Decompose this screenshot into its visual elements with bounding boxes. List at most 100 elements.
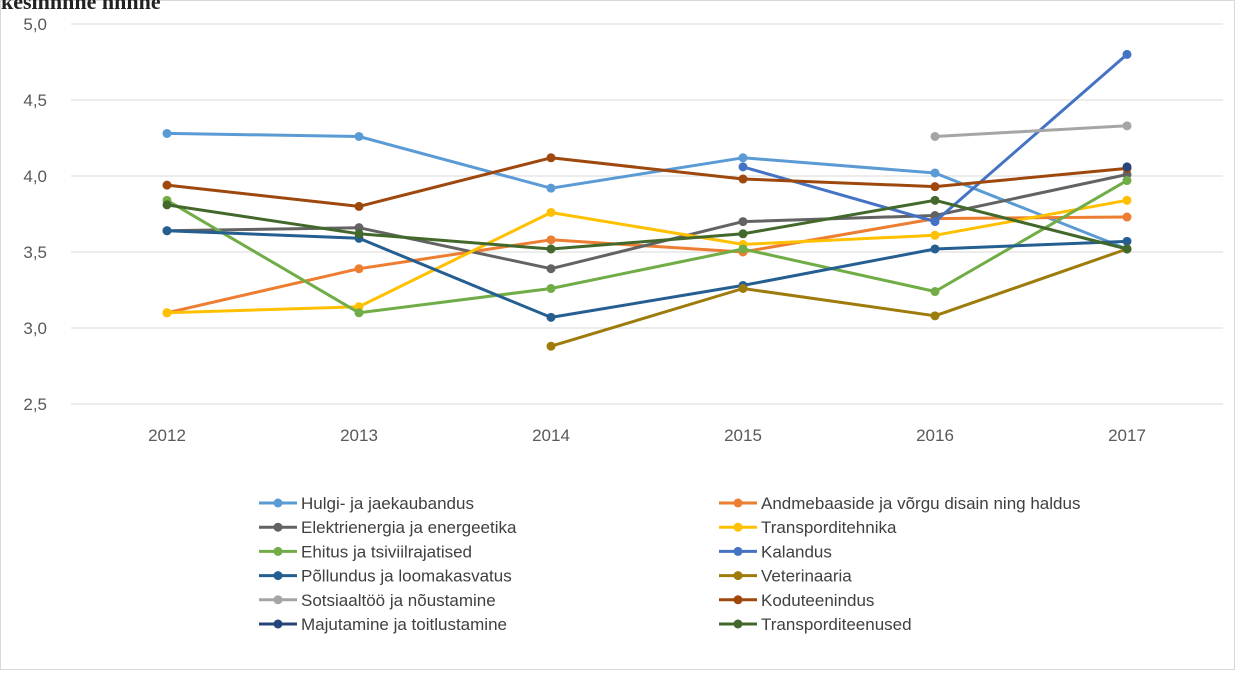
legend-item: Majutamine ja toitlustamine [259,615,507,634]
series-9 [162,153,1132,211]
y-tick-label: 4,5 [23,91,47,110]
data-point [1122,49,1132,59]
legend: Hulgi- ja jaekaubandus Andmebaaside ja võ… [259,494,1080,634]
data-point [546,153,556,163]
legend-item: Kalandus [719,542,832,561]
legend-item: Koduteenindus [719,591,874,610]
legend-label: Koduteenindus [761,591,874,610]
series-line [165,131,1129,251]
data-point [354,264,364,274]
series-2 [162,169,1132,274]
legend-item: Transporditeenused [719,615,912,634]
series-11 [162,195,1132,254]
legend-item: Elektrienergia ja energeetika [259,518,517,537]
legend-label: Veterinaaria [761,567,852,586]
gridlines [71,23,1223,405]
legend-swatch-marker [273,522,283,532]
legend-label: Transporditehnika [761,518,897,537]
data-point [738,153,748,163]
data-point [1122,212,1132,222]
x-tick-label: 2015 [724,426,762,445]
data-point [738,217,748,227]
data-point [354,229,364,239]
legend-swatch-marker [273,595,283,605]
y-tick-label: 3,5 [23,243,47,262]
series-5 [738,49,1132,227]
series-line [165,179,1129,315]
series-lines [162,49,1132,351]
legend-item: Põllundus ja loomakasvatus [259,567,512,586]
data-point [1122,236,1132,246]
y-tick-label: 3,0 [23,319,47,338]
series-4 [162,176,1132,318]
x-axis: 2012 2013 2014 2015 2016 2017 [148,426,1146,445]
series-line [549,247,1129,348]
data-point [738,162,748,172]
cropped-title-text: kesihnnne hnhne [1,0,161,14]
legend-label: Hulgi- ja jaekaubandus [301,494,474,513]
data-point [546,264,556,274]
data-point [1122,176,1132,186]
legend-item: Hulgi- ja jaekaubandus [259,494,474,513]
series-line [165,198,1129,251]
legend-item: Ehitus ja tsiviilrajatised [259,542,472,561]
data-point [354,201,364,211]
legend-swatch-marker [733,522,743,532]
data-point [930,244,940,254]
legend-item: Sotsiaaltöö ja nõustamine [259,591,496,610]
x-tick-label: 2013 [340,426,378,445]
legend-label: Transporditeenused [761,615,912,634]
data-point [546,235,556,245]
series-8 [930,121,1132,141]
series-line [165,229,1129,319]
series-0 [162,128,1132,254]
legend-swatch-marker [733,619,743,629]
data-point [162,226,172,236]
series-line [165,156,1129,208]
data-point [930,217,940,227]
data-point [546,244,556,254]
data-point [162,308,172,318]
legend-swatch-marker [733,498,743,508]
legend-swatch-marker [273,571,283,581]
data-point [162,180,172,190]
x-tick-label: 2014 [532,426,570,445]
legend-swatch-marker [273,498,283,508]
data-point [1122,244,1132,254]
data-point [1122,195,1132,205]
legend-item: Transporditehnika [719,518,897,537]
data-point [738,283,748,293]
legend-item: Veterinaaria [719,567,852,586]
legend-label: Ehitus ja tsiviilrajatised [301,542,472,561]
legend-swatch-marker [273,619,283,629]
x-tick-label: 2012 [148,426,186,445]
series-7 [546,244,1132,351]
data-point [162,128,172,138]
y-axis-ticks: 2,5 3,0 3,5 4,0 4,5 5,0 [23,15,47,414]
data-point [930,131,940,141]
data-point [546,312,556,322]
legend-swatch-marker [273,546,283,556]
data-point [1122,121,1132,131]
data-point [738,244,748,254]
y-tick-label: 4,0 [23,167,47,186]
data-point [354,131,364,141]
x-tick-label: 2016 [916,426,954,445]
series-10 [1122,162,1132,172]
data-point [162,200,172,210]
data-point [546,183,556,193]
legend-label: Andmebaaside ja võrgu disain ning haldus [761,494,1080,513]
y-tick-label: 5,0 [23,15,47,34]
legend-swatch-marker [733,546,743,556]
data-point [930,182,940,192]
data-point [546,207,556,217]
legend-swatch-marker [733,595,743,605]
data-point [354,308,364,318]
data-point [930,311,940,321]
data-point [1122,162,1132,172]
data-point [930,230,940,240]
legend-label: Majutamine ja toitlustamine [301,615,507,634]
legend-label: Põllundus ja loomakasvatus [301,567,512,586]
